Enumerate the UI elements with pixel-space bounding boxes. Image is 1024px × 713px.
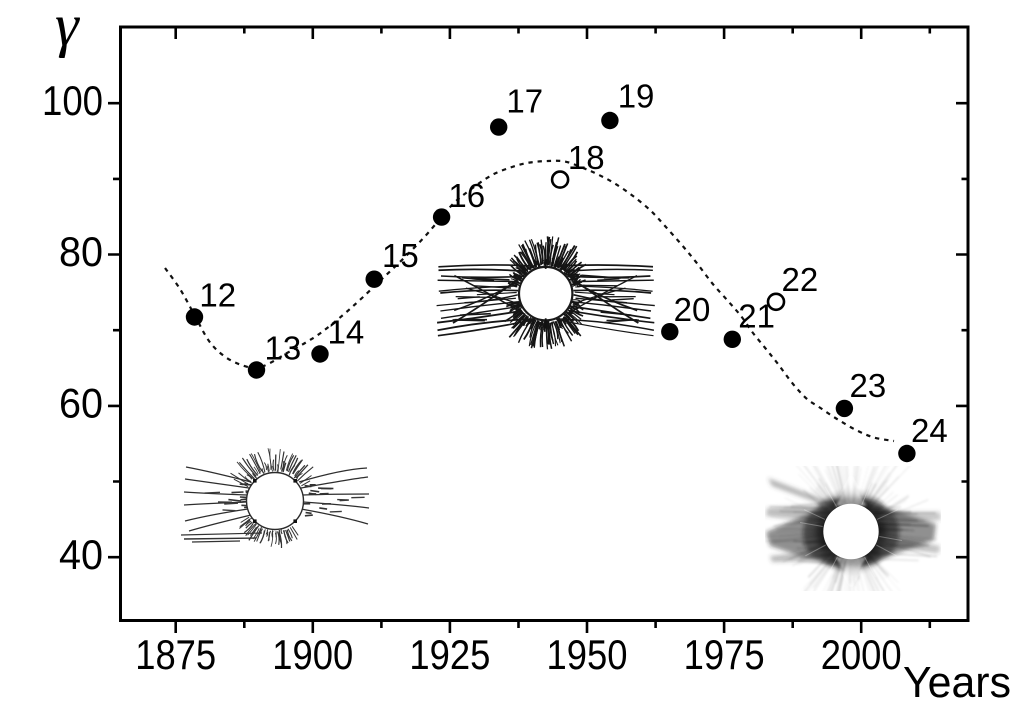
svg-text:17: 17 [506,83,543,120]
svg-text:20: 20 [674,291,711,328]
svg-text:100: 100 [42,77,103,124]
svg-text:23: 23 [850,367,887,404]
svg-text:12: 12 [199,276,236,313]
svg-text:1975: 1975 [684,631,765,678]
svg-text:19: 19 [618,78,655,115]
svg-text:24: 24 [911,412,948,449]
svg-text:16: 16 [448,177,485,214]
svg-text:18: 18 [568,139,605,176]
svg-text:60: 60 [59,380,103,427]
svg-text:14: 14 [328,314,365,351]
svg-text:1925: 1925 [409,631,490,678]
svg-text:1950: 1950 [547,631,628,678]
svg-text:22: 22 [782,261,819,298]
svg-text:13: 13 [265,330,302,367]
svg-text:15: 15 [382,237,419,274]
svg-text:80: 80 [59,228,103,275]
svg-text:21: 21 [738,297,775,334]
svg-text:1900: 1900 [272,631,353,678]
svg-text:1875: 1875 [135,631,216,678]
svg-text:Years: Years [903,658,1011,707]
svg-text:40: 40 [59,531,103,578]
svg-text:2000: 2000 [821,631,902,678]
svg-text:γ: γ [55,0,80,58]
